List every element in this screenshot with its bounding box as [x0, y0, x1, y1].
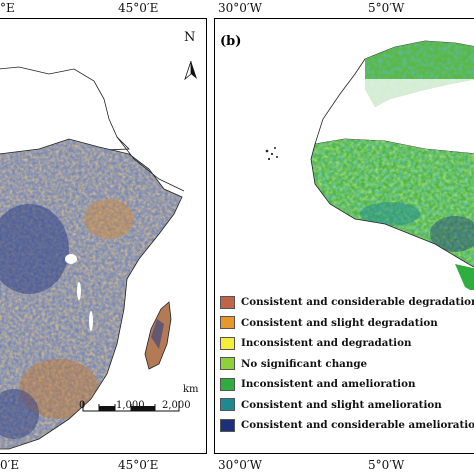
legend-label: Consistent and considerable amelioration [241, 419, 474, 431]
scale-tick-2000: 2,000 [162, 400, 191, 411]
legend-swatch [220, 377, 235, 391]
legend-label: Inconsistent and degradation [241, 337, 412, 349]
scale-unit: km [183, 384, 199, 395]
west-africa-coastline [310, 143, 474, 268]
legend-label: Inconsistent and amelioration [241, 378, 416, 390]
legend-swatch [220, 418, 235, 432]
scale-tick-1000: 1,000 [116, 400, 145, 411]
north-label: N [184, 30, 196, 45]
legend-item: Inconsistent and amelioration [220, 376, 415, 392]
panel-b-bottom-tick-1: 30°0′W [218, 458, 262, 472]
legend-swatch [220, 398, 235, 411]
north-arrow [184, 60, 197, 81]
legend-label: Consistent and slight amelioration [241, 398, 442, 411]
legend-item: Inconsistent and degradation [220, 335, 411, 351]
panel-a-map [0, 18, 207, 454]
legend-label: Consistent and slight degradation [241, 316, 438, 329]
panel-a-bottom-tick-2: 45°0′E [118, 458, 159, 472]
panel-a-top-tick-1: °E [0, 1, 15, 15]
legend-label: Consistent and considerable degradation [241, 296, 474, 308]
legend-swatch [220, 336, 235, 350]
cape-verde-islands [265, 147, 278, 161]
legend-swatch [220, 357, 235, 370]
central-africa-fragment [455, 264, 474, 293]
panel-b-top-tick-2: 5°0′W [368, 1, 405, 15]
east-africa-coastline [0, 138, 183, 450]
scale-tick-0: 0 [79, 400, 86, 411]
panel-b-map-canvas [219, 31, 474, 293]
panel-a-bottom-tick-1: 0′E [0, 458, 20, 472]
panel-b-label: (b) [220, 34, 242, 49]
legend-swatch [220, 295, 235, 309]
legend-item: No significant change [220, 356, 367, 372]
scale-bar [82, 401, 180, 412]
legend-item: Consistent and considerable degradation [220, 294, 474, 310]
map-legend: Consistent and considerable degradation C… [216, 290, 474, 440]
red-sea-coast [116, 136, 185, 192]
panel-a-top-tick-2: 45°0′E [118, 1, 159, 15]
legend-item: Consistent and slight amelioration [220, 397, 442, 413]
legend-item: Consistent and slight degradation [220, 315, 438, 331]
panel-b-label-bg [219, 31, 249, 51]
panel-b-top-tick-1: 30°0′W [218, 1, 262, 15]
panel-b-bottom-tick-2: 5°0′W [368, 458, 405, 472]
legend-label: No significant change [241, 357, 368, 370]
panel-a-map-canvas [0, 60, 197, 450]
legend-item: Consistent and considerable amelioration [220, 417, 474, 433]
legend-swatch [220, 316, 235, 329]
